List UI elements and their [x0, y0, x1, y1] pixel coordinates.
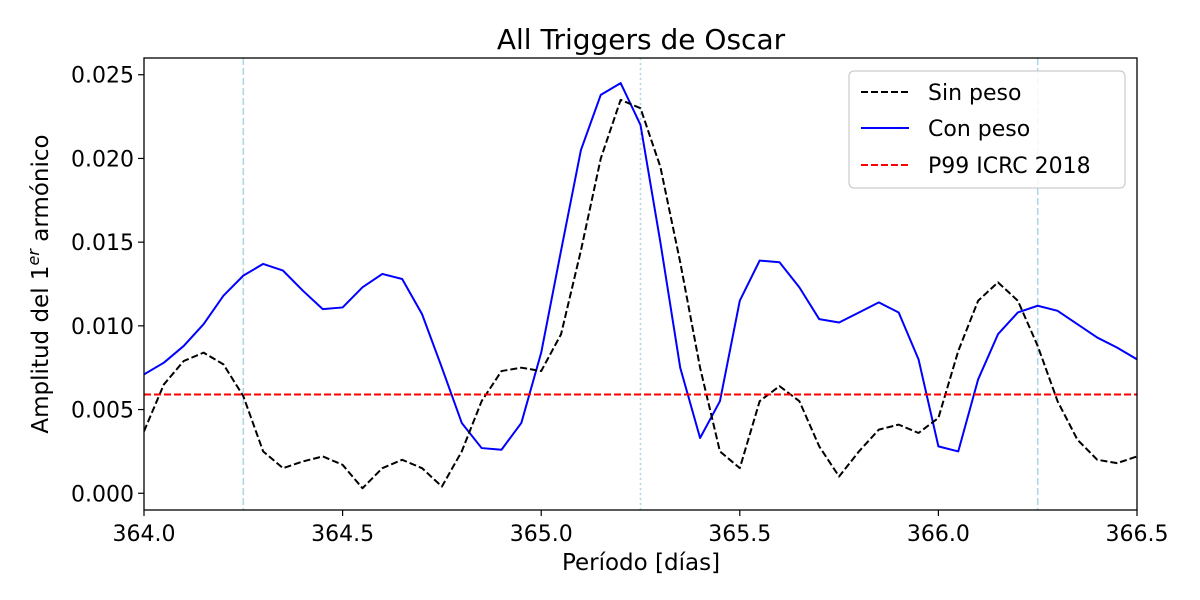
- x-tick-label: 366.5: [1106, 522, 1169, 547]
- y-axis-label-superscript: er: [24, 248, 43, 266]
- x-tick-label: 364.0: [113, 522, 176, 547]
- chart-title: All Triggers de Oscar: [497, 23, 786, 56]
- x-tick-label: 364.5: [311, 522, 374, 547]
- y-tick-label: 0.005: [71, 399, 134, 424]
- y-tick-label: 0.025: [71, 64, 134, 89]
- plot-frame: [143, 57, 1138, 511]
- y-tick-label: 0.010: [71, 315, 134, 340]
- legend: Sin peso Con peso P99 ICRC 2018: [848, 70, 1126, 189]
- y-axis-label-main: Amplitud del 1: [28, 265, 54, 433]
- y-tick-label: 0.020: [71, 147, 134, 172]
- y-tick-label: 0.000: [71, 482, 134, 507]
- x-tick-label: 366.0: [907, 522, 970, 547]
- x-tick-label: 365.0: [510, 522, 573, 547]
- legend-box: [848, 70, 1126, 189]
- series-con-peso: [144, 82, 1137, 453]
- x-tick-label: 365.5: [708, 522, 771, 547]
- y-tick-label: 0.015: [71, 231, 134, 256]
- legend-label-p99: P99 ICRC 2018: [928, 154, 1091, 179]
- x-axis-label: Período [días]: [562, 550, 720, 576]
- legend-label-con-peso: Con peso: [928, 117, 1030, 142]
- series-lines: [144, 82, 1137, 490]
- x-axis: 364.0 364.5 365.0 365.5 366.0 366.5: [113, 510, 1169, 547]
- y-axis: 0.000 0.005 0.010 0.015 0.020 0.025: [71, 64, 144, 507]
- legend-label-sin-peso: Sin peso: [928, 81, 1021, 106]
- series-sin-peso: [144, 98, 1137, 490]
- y-axis-label: Amplitud del 1er armónico: [24, 134, 54, 433]
- y-axis-label-tail: armónico: [28, 134, 54, 249]
